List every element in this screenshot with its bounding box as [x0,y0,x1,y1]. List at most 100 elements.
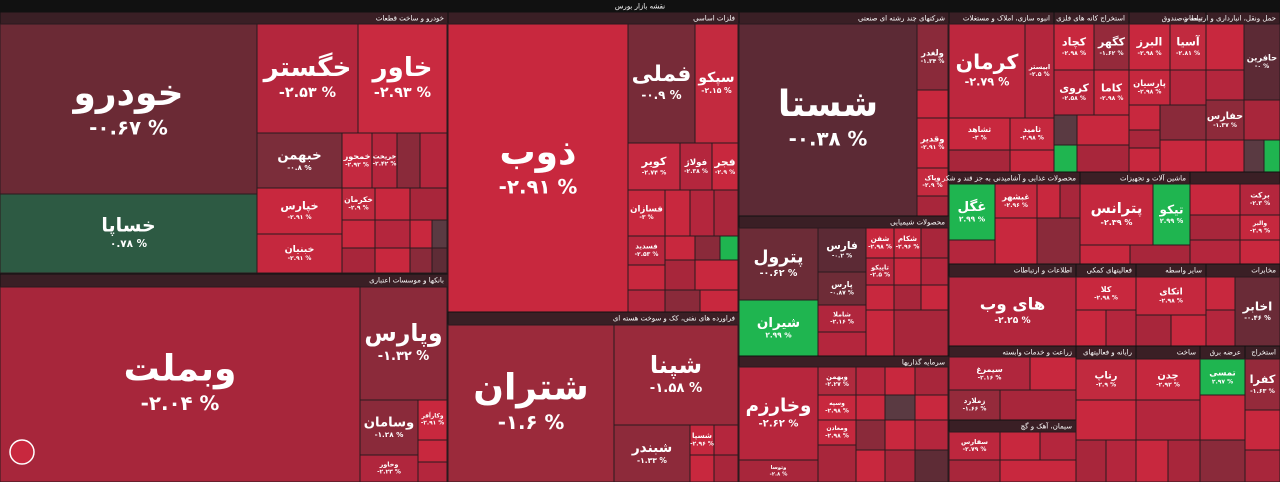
tile-symbol: سفارس [961,438,988,446]
tile [948,239,996,265]
tile [419,132,448,189]
tile [893,257,922,286]
tile-change: -۲.۳ % [1250,200,1270,207]
tile [999,431,1041,461]
tile [1009,149,1055,173]
tile-change: -۲.۹۸ % [1062,50,1086,57]
tile-change: -۱.۶ % [498,411,565,434]
page-title: نقشه بازار بورس [615,3,665,11]
tile [341,247,376,274]
sector-title: فعالیتهای کمکی [1087,267,1132,275]
tile-change: -۲.۹ % [1096,381,1116,388]
tile-symbol: شکام [898,234,917,243]
tile [359,399,419,456]
tile-change: -۱.۲۸ % [375,430,405,439]
tile-change: -۰.۳۸ % [789,127,868,150]
tile-change: -۲.۹۳ % [374,85,431,101]
tile-symbol: خپارس [280,200,318,213]
sector-title: سیمان، آهک و گچ [1021,422,1073,431]
tile-symbol: ذوب [499,132,576,173]
tile [627,235,666,266]
tile [948,459,1001,482]
tile [679,142,713,191]
tile [627,189,666,237]
tile [1093,23,1130,71]
sector-title: سایر واسطه [1165,267,1202,275]
tile-symbol: شتران [473,368,589,409]
tile [711,142,739,191]
tile-symbol: کلا [1101,285,1112,294]
tile [914,419,949,451]
tile-symbol: زملارد [964,396,986,405]
tile [357,23,448,134]
tile-change: -۲.۳۸ % [684,168,708,175]
tile [948,149,1011,173]
tile-change: -۱.۳۷ % [1213,122,1237,129]
tile-symbol: غگل [958,198,987,215]
tile-symbol: خکرمان [344,195,373,204]
tile [1169,23,1207,71]
tile [1029,356,1077,391]
tile [613,424,691,482]
tile [1135,439,1169,482]
tile-change: -۲.۹۸ % [825,407,849,414]
tile [999,389,1077,421]
tile-change: -۲.۵ % [1029,71,1049,78]
tile [1159,104,1207,141]
tile [1135,399,1201,441]
sector-title: خودرو و ساخت قطعات [376,15,444,23]
tile-change: -۲.۸ % [770,471,788,477]
tile-change: -۲.۹۸ % [1094,294,1118,301]
tile-symbol: کویر [641,155,667,168]
tile [865,284,895,311]
tile-symbol: حفارس [1207,111,1243,122]
tile [689,189,715,237]
tile [417,461,448,482]
tile [417,439,448,463]
tile [948,23,1026,119]
tile-symbol: پترانس [1091,200,1143,217]
tile [627,289,666,313]
tile [694,23,739,144]
tile-change: -۲.۹۸ % [825,432,849,439]
tile-change: -۲.۹۸ % [1137,50,1161,57]
tile [1039,431,1077,461]
tile-change: -۲.۹۸ % [1138,89,1162,96]
tile [374,219,411,249]
tile-symbol: خگستر [262,52,352,83]
tile-symbol: خبنیان [285,244,315,255]
tile [738,459,819,482]
tile [1053,114,1078,146]
tile [1076,114,1130,146]
tile-symbol: آسیا [1176,35,1199,49]
tile [948,431,1001,461]
sector-title: بیمه و صندوق [1162,15,1202,23]
tile [1128,69,1171,106]
tile-change: -۱.۶۳ % [1250,388,1276,395]
tile-change: -۲.۸۱ % [1176,50,1200,57]
tile [664,289,701,313]
tile-symbol: پارس [831,280,852,290]
tile [1189,214,1241,241]
tile [1205,309,1236,347]
tile-change: -۲.۲۳ % [377,469,401,476]
tile [884,366,916,396]
tile-symbol: وخاور [379,460,399,468]
tile [447,23,629,313]
tile-change: -۲.۹۶ % [690,440,714,447]
tile [916,167,949,197]
tile [431,247,448,274]
tile-change: -۰.۸۷ % [830,289,854,296]
tile-change: -۱.۶۲ % [1099,50,1123,57]
tile-symbol: کچاد [1062,36,1087,49]
tile-symbol: غبشهر [1001,191,1030,202]
tile [884,419,916,451]
tile [893,227,922,259]
tile [359,286,448,401]
tile [865,227,895,259]
tile-change: -۲.۹۲ % [345,161,369,168]
tile-symbol: فارس [826,240,858,252]
tile [999,459,1077,482]
tile [359,454,419,482]
